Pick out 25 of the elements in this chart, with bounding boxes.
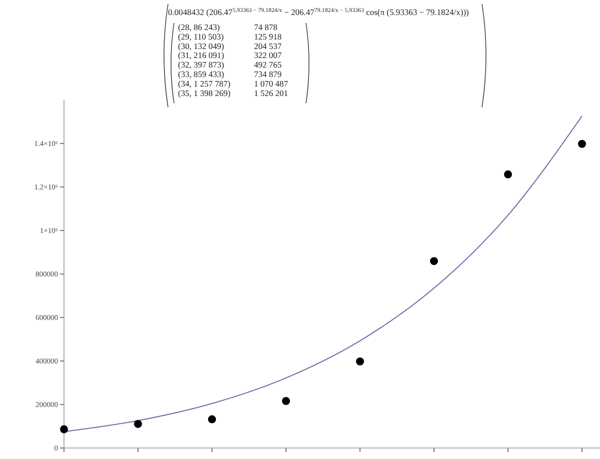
point [578,140,586,148]
text: (33, 859 433) [178,69,224,79]
text: (30, 132 049) [178,40,224,51]
text: 1 070 487 [254,78,288,88]
text: (35, 1 398 269) [178,88,231,98]
text: (28, 86 243) [178,22,220,32]
text: 125 918 [254,31,282,42]
text: (34, 1 257 787) [178,78,231,88]
point [356,357,364,366]
point [134,420,142,428]
text: 492 765 [254,60,282,70]
point [208,415,216,424]
point [504,170,512,178]
text: 74 878 [254,22,278,32]
point [60,425,68,434]
point [430,257,438,266]
text: (31, 216 091) [178,50,224,60]
text: 734 879 [254,69,282,79]
point [282,397,290,405]
text: 0.0048432 (206.47$^{5.93363 − 79.1824/x}$ − 206.47$^{79.1824/x − 5.93363}$ cos(π (5.93363 − 79.1824/x))) [168,7,470,17]
text: (32, 397 873) [178,60,224,70]
text: 1 526 201 [254,88,288,98]
text: 322 007 [254,50,282,60]
text: 204 537 [254,40,282,51]
text: (29, 110 503) [178,31,224,42]
